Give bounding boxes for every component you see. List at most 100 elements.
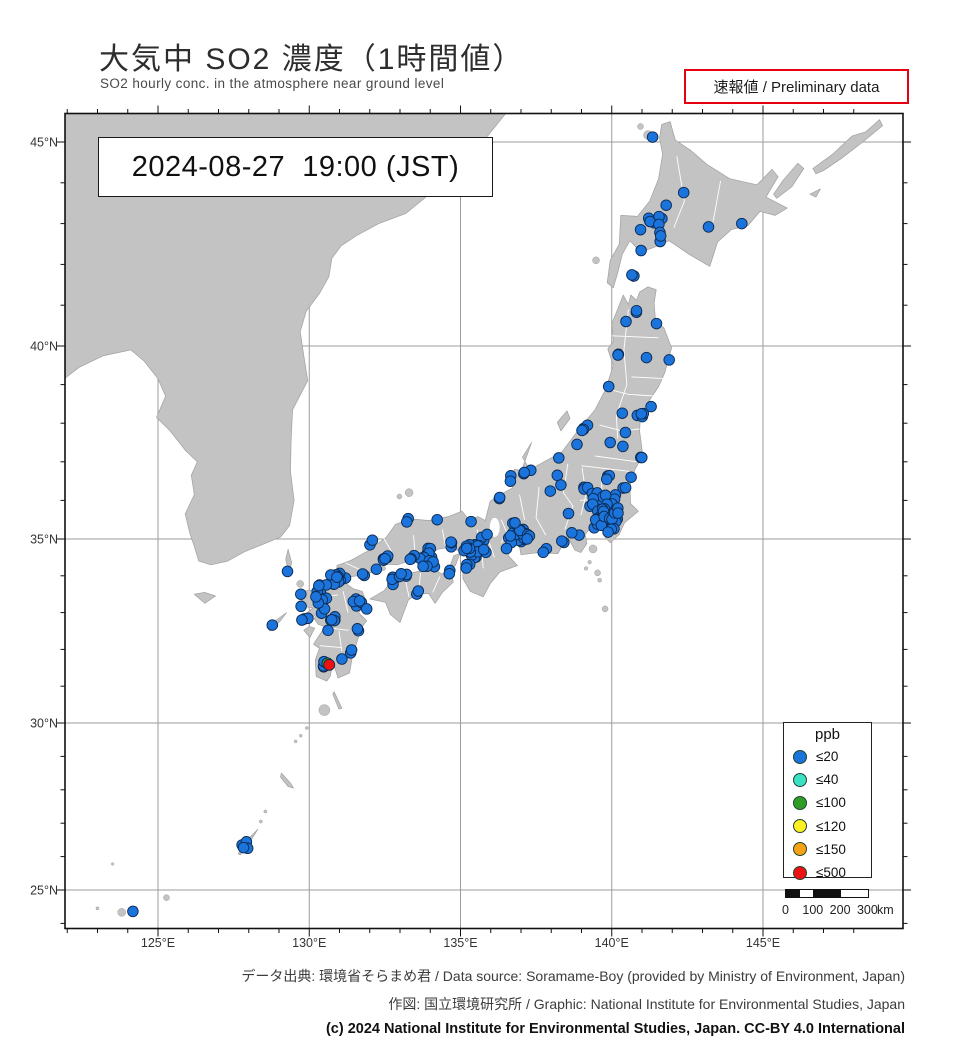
station-dot	[509, 517, 521, 529]
station-dot	[404, 553, 416, 566]
legend-item-label: ≤150	[816, 841, 846, 857]
scale-bar-tick-label: 100	[802, 903, 824, 917]
legend-dot-icon	[793, 819, 807, 834]
station-dot	[477, 543, 490, 556]
legend: ppb ≤20 ≤40 ≤100 ≤120 ≤150 ≤500	[783, 722, 872, 880]
scale-bar-tick-label: 200	[829, 903, 851, 917]
station-dot	[460, 542, 473, 555]
station-dot	[544, 485, 557, 497]
station-dot	[356, 568, 369, 580]
station-dot	[518, 466, 531, 479]
station-dot	[353, 595, 366, 607]
scale-bar-segment	[799, 890, 814, 897]
lon-tick-label: 125°E	[141, 936, 175, 950]
station-dot	[635, 408, 648, 420]
scale-bar-segment	[813, 890, 841, 897]
station-dot	[481, 528, 493, 541]
station-dot	[313, 579, 325, 592]
station-dot	[604, 436, 616, 449]
station-dot	[237, 841, 250, 854]
station-dot	[336, 653, 348, 665]
copyright-line: (c) 2024 National Institute for Environm…	[325, 1021, 905, 1037]
station-dot	[500, 542, 513, 555]
page-title: 大気中 SO2 濃度（1時間値）	[99, 43, 525, 76]
station-dot	[612, 349, 624, 361]
station-dot	[600, 473, 613, 486]
lat-tick-label: 35°N	[30, 533, 58, 547]
station-dot	[635, 244, 647, 257]
legend-item: ≤40	[784, 768, 871, 791]
station-dot	[331, 571, 343, 583]
legend-dot-icon	[793, 842, 807, 857]
station-dot	[555, 479, 567, 491]
station-dot	[630, 304, 643, 317]
station-dot	[663, 354, 675, 366]
station-dot	[602, 526, 614, 538]
station-dot	[619, 426, 632, 439]
lon-tick-label: 135°E	[443, 936, 477, 950]
lon-tick-label: 145°E	[746, 936, 780, 950]
map-layers	[65, 113, 903, 929]
station-dot	[537, 546, 549, 559]
timestamp-box: 2024-08-27 19:00 (JST)	[98, 137, 493, 197]
station-dot	[677, 186, 690, 199]
station-dot	[401, 516, 413, 528]
station-dot	[460, 562, 473, 574]
station-dot	[504, 475, 517, 487]
data-source-line: データ出典: 環境省そらまめ君 / Data source: Soramame-…	[241, 968, 905, 984]
legend-dot-icon	[793, 865, 807, 880]
scale-bar-tick-label: 300	[856, 903, 878, 917]
station-dot	[417, 560, 429, 573]
graphic-credit-line: 作図: 国立環境研究所 / Graphic: National Institut…	[388, 996, 905, 1012]
legend-item: ≤100	[784, 791, 871, 814]
station-dot	[322, 624, 334, 637]
station-dot	[366, 534, 379, 546]
station-dot	[295, 588, 307, 600]
scale-bar-segment	[840, 890, 868, 897]
station-dot	[646, 131, 659, 143]
station-dot	[443, 567, 456, 580]
page-subtitle: SO2 hourly conc. in the atmosphere near …	[100, 76, 445, 91]
station-dot	[625, 471, 637, 483]
station-dot	[602, 380, 615, 393]
station-dot	[296, 614, 308, 626]
station-dot	[612, 507, 624, 519]
station-dots	[127, 131, 748, 918]
legend-item-label: ≤40	[816, 772, 839, 788]
station-dot-alert	[323, 658, 336, 671]
station-dot	[266, 619, 279, 631]
legend-item: ≤120	[784, 815, 871, 838]
lon-tick-label: 130°E	[292, 936, 326, 950]
legend-item: ≤500	[784, 861, 871, 884]
axis-ticks	[57, 105, 911, 937]
station-dot	[379, 552, 391, 565]
station-dot	[493, 491, 506, 504]
legend-item-label: ≤120	[816, 818, 846, 834]
station-dot	[445, 536, 457, 548]
station-dot	[562, 507, 575, 520]
station-dot	[650, 317, 663, 330]
legend-title: ppb	[814, 726, 841, 743]
scale-bar-unit: km	[877, 903, 894, 917]
station-dot	[345, 644, 358, 656]
station-dot	[645, 400, 657, 413]
map-frame	[64, 112, 904, 930]
scale-bar-segment	[786, 890, 800, 897]
legend-rows: ≤20 ≤40 ≤100 ≤120 ≤150 ≤500	[784, 745, 871, 884]
scale-bar-tick-label: 0	[782, 903, 789, 917]
legend-dot-icon	[793, 749, 807, 764]
preliminary-data-badge: 速報値 / Preliminary data	[684, 69, 909, 104]
legend-item-label: ≤100	[816, 795, 846, 811]
preliminary-data-label: 速報値 / Preliminary data	[713, 79, 880, 96]
station-dot	[616, 407, 629, 419]
legend-item: ≤20	[784, 745, 871, 768]
station-dot	[127, 905, 139, 918]
lon-tick-label: 140°E	[595, 936, 629, 950]
timestamp-label: 2024-08-27 19:00 (JST)	[131, 150, 460, 183]
station-dot	[351, 623, 364, 635]
station-dot	[736, 217, 748, 230]
station-dot	[640, 351, 653, 364]
legend-dot-icon	[793, 772, 807, 787]
